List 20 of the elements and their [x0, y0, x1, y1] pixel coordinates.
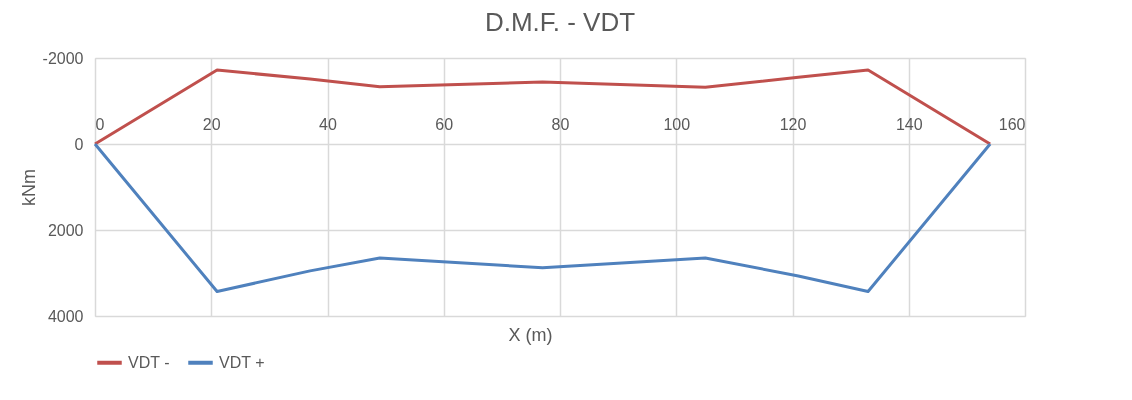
y-tick-label: -2000 — [42, 49, 84, 67]
line-series — [93, 68, 992, 146]
x-tick-label: 20 — [202, 115, 221, 133]
x-tick-label: 0 — [95, 115, 105, 133]
y-tick-label: 2000 — [47, 221, 84, 239]
x-axis-title: X (m) — [508, 324, 553, 345]
chart-title: D.M.F. - VDT — [484, 7, 636, 37]
x-tick-label: 100 — [663, 115, 691, 133]
legend-label: VDT - — [128, 353, 170, 371]
x-tick-label: 60 — [435, 115, 454, 133]
y-tick-label: 4000 — [47, 307, 84, 325]
y-axis-title: kNm — [18, 169, 39, 206]
x-tick-label: 40 — [319, 115, 337, 133]
x-tick-label: 160 — [998, 115, 1026, 133]
y-tick-label: 0 — [74, 135, 84, 153]
legend-label: VDT + — [219, 353, 265, 371]
line-series — [93, 142, 992, 293]
x-tick-label: 140 — [895, 115, 923, 133]
x-tick-label: 120 — [779, 115, 807, 133]
x-tick-label: 80 — [551, 115, 570, 133]
